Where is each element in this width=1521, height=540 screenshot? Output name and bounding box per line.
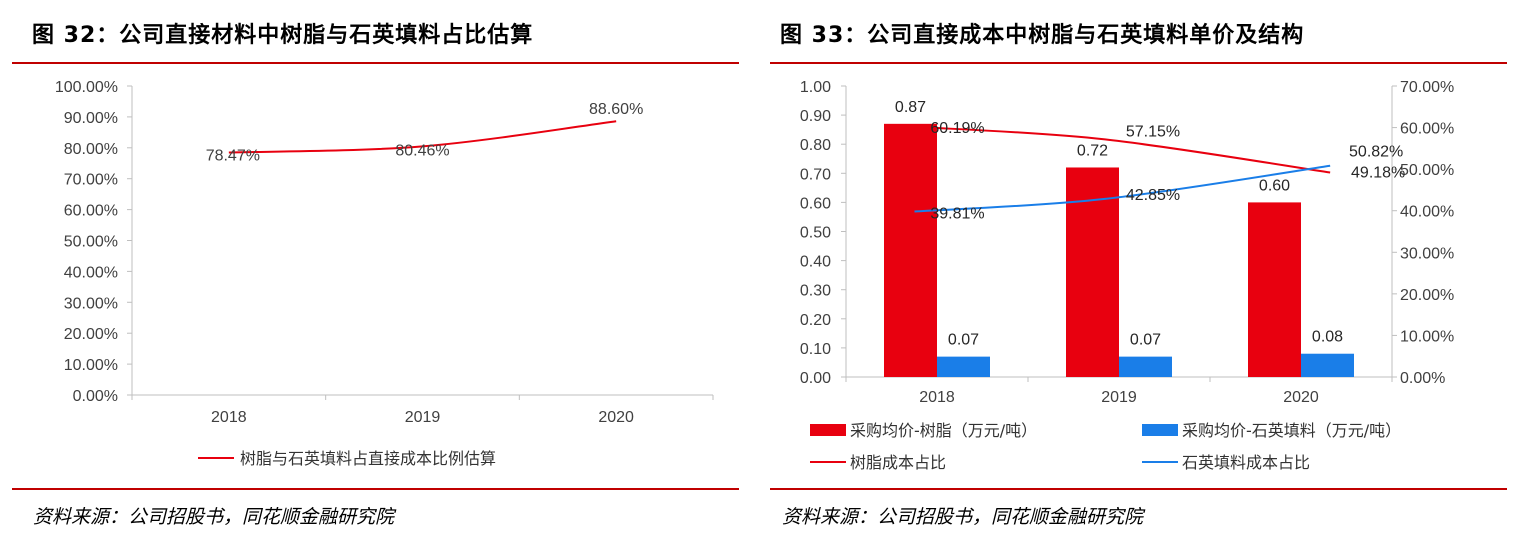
line-data-label: 57.15% xyxy=(1126,123,1180,140)
right-y-tick-label: 0.00% xyxy=(1400,370,1445,387)
left-y-tick-label: 1.00 xyxy=(800,79,831,96)
y-tick-label: 10.00% xyxy=(64,357,118,374)
left-y-tick-label: 0.00 xyxy=(800,370,831,387)
left-y-tick-label: 0.80 xyxy=(800,137,831,154)
bar-data-label: 0.87 xyxy=(895,99,926,116)
left-y-tick-label: 0.40 xyxy=(800,254,831,271)
x-tick-label: 2018 xyxy=(211,409,247,426)
line-data-label: 60.19% xyxy=(930,120,984,137)
line-quartz-share xyxy=(914,164,1331,213)
right-combo-chart: 0.00 0.10 0.20 0.30 0.40 0.50 0.60 0.70 0.80 0.90… xyxy=(800,79,1454,472)
left-source-rule xyxy=(12,488,739,490)
y-tick-label: 30.00% xyxy=(64,295,118,312)
left-y-tick-label: 0.30 xyxy=(800,283,831,300)
right-figure-title: 图 33：公司直接成本中树脂与石英填料单价及结构 xyxy=(780,23,1305,48)
bar-quartz-price xyxy=(937,356,990,377)
left-y-tick-label: 0.90 xyxy=(800,108,831,125)
x-tick-label: 2019 xyxy=(1101,389,1137,406)
y-tick-label: 0.00% xyxy=(73,388,118,405)
y-tick-label: 60.00% xyxy=(64,203,118,220)
bar-quartz-price xyxy=(1301,353,1354,377)
y-tick-label: 80.00% xyxy=(64,141,118,158)
left-y-tick-label: 0.60 xyxy=(800,195,831,212)
legend-label: 石英填料成本占比 xyxy=(1182,453,1310,472)
y-tick-label: 100.00% xyxy=(55,79,118,96)
y-tick-label: 90.00% xyxy=(64,110,118,127)
right-figure: 图 33：公司直接成本中树脂与石英填料单价及结构 0.00 0.10 0.20 0.3… xyxy=(770,0,1521,540)
line-resin-share xyxy=(914,125,1331,174)
bar-quartz-price xyxy=(1119,356,1172,377)
line-data-label: 49.18% xyxy=(1351,165,1405,182)
bar-resin-price xyxy=(884,123,937,377)
legend-label: 采购均价-石英填料（万元/吨） xyxy=(1182,421,1401,440)
right-y-tick-label: 70.00% xyxy=(1400,79,1454,96)
right-y-tick-label: 60.00% xyxy=(1400,121,1454,138)
x-tick-label: 2020 xyxy=(1283,389,1319,406)
left-y-tick-label: 0.10 xyxy=(800,341,831,358)
y-tick-label: 20.00% xyxy=(64,326,118,343)
line-data-label: 42.85% xyxy=(1126,187,1180,204)
right-y-tick-label: 10.00% xyxy=(1400,328,1454,345)
bar-data-label: 0.72 xyxy=(1077,142,1108,159)
bar-data-label: 0.07 xyxy=(948,332,979,349)
bar-data-label: 0.60 xyxy=(1259,177,1290,194)
legend-label: 树脂成本占比 xyxy=(850,453,946,472)
left-y-tick-label: 0.20 xyxy=(800,312,831,329)
data-label: 88.60% xyxy=(589,101,643,118)
data-label: 78.47% xyxy=(206,148,260,165)
legend-label: 树脂与石英填料占直接成本比例估算 xyxy=(240,449,496,468)
right-y-tick-label: 40.00% xyxy=(1400,204,1454,221)
left-y-tick-label: 0.70 xyxy=(800,166,831,183)
right-title-rule xyxy=(770,62,1507,64)
y-tick-label: 40.00% xyxy=(64,264,118,281)
left-figure: 图 32：公司直接材料中树脂与石英填料占比估算 0.00% 10.00% 20.00… xyxy=(0,0,740,540)
left-y-tick-label: 0.50 xyxy=(800,225,831,242)
legend-swatch xyxy=(810,424,846,436)
right-y-tick-label: 30.00% xyxy=(1400,245,1454,262)
right-y-tick-label: 20.00% xyxy=(1400,287,1454,304)
y-tick-label: 50.00% xyxy=(64,234,118,251)
right-source-rule xyxy=(770,488,1507,490)
legend-label: 采购均价-树脂（万元/吨） xyxy=(850,421,1037,440)
left-figure-title: 图 32：公司直接材料中树脂与石英填料占比估算 xyxy=(32,23,534,48)
right-source-note: 资料来源：公司招股书，同花顺金融研究院 xyxy=(782,506,1144,528)
left-line-chart: 0.00% 10.00% 20.00% 30.00% 40.00% 50.00% 60.00… xyxy=(55,79,714,468)
x-tick-label: 2019 xyxy=(405,409,441,426)
y-tick-label: 70.00% xyxy=(64,172,118,189)
left-source-note: 资料来源：公司招股书，同花顺金融研究院 xyxy=(33,506,395,528)
line-data-label: 39.81% xyxy=(930,206,984,223)
bar-data-label: 0.08 xyxy=(1312,329,1343,346)
bar-data-label: 0.07 xyxy=(1130,332,1161,349)
data-label: 80.46% xyxy=(395,142,449,159)
line-data-label: 50.82% xyxy=(1349,144,1403,161)
bar-resin-price xyxy=(1248,202,1301,377)
legend-swatch xyxy=(1142,424,1178,436)
left-title-rule xyxy=(12,62,739,64)
right-y-tick-label: 50.00% xyxy=(1400,162,1454,179)
series-line-resin-quartz-share xyxy=(228,120,617,154)
x-tick-label: 2020 xyxy=(598,409,634,426)
x-tick-label: 2018 xyxy=(919,389,955,406)
